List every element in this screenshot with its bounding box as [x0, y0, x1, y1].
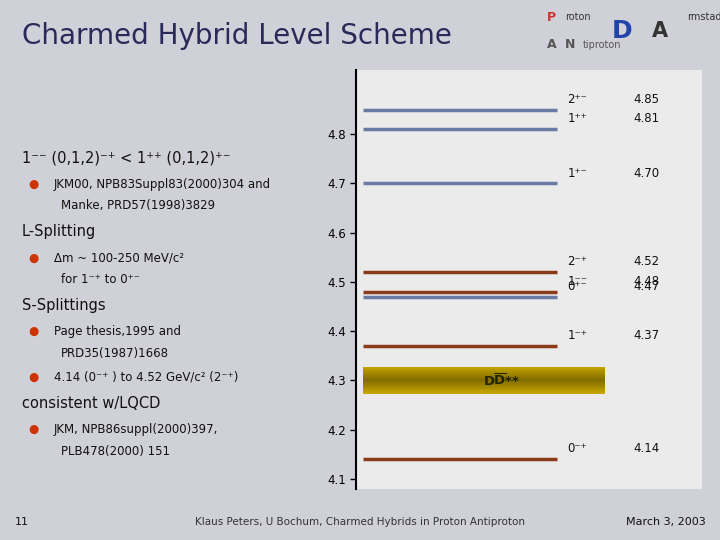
Bar: [364, 386, 606, 387]
Bar: [364, 367, 606, 368]
Text: D: D: [612, 19, 633, 43]
Text: 4.37: 4.37: [633, 329, 659, 342]
Text: Klaus Peters, U Bochum, Charmed Hybrids in Proton Antiproton: Klaus Peters, U Bochum, Charmed Hybrids …: [195, 517, 525, 526]
Text: tiproton: tiproton: [583, 40, 621, 50]
Text: consistent w/LQCD: consistent w/LQCD: [22, 396, 160, 411]
Text: rmstadt: rmstadt: [688, 12, 720, 22]
Bar: [364, 368, 606, 369]
Text: ●: ●: [29, 178, 39, 191]
Text: 4.85: 4.85: [633, 93, 659, 106]
Bar: [364, 383, 606, 384]
Text: ●: ●: [29, 371, 39, 384]
Text: 2⁻⁺: 2⁻⁺: [567, 255, 587, 268]
Text: March 3, 2003: March 3, 2003: [626, 517, 706, 526]
Text: PLB478(2000) 151: PLB478(2000) 151: [61, 444, 170, 458]
Bar: [364, 385, 606, 386]
Text: 4.81: 4.81: [633, 112, 659, 125]
Bar: [364, 393, 606, 394]
Bar: [364, 387, 606, 388]
Text: 0⁻⁺: 0⁻⁺: [567, 442, 587, 455]
Bar: [364, 370, 606, 372]
Bar: [364, 390, 606, 391]
Bar: [364, 369, 606, 370]
Text: ●: ●: [29, 423, 39, 436]
Bar: [364, 374, 606, 375]
Text: N: N: [565, 38, 575, 51]
Text: 4.70: 4.70: [633, 166, 659, 179]
Bar: [364, 382, 606, 383]
Text: JKM, NPB86suppl(2000)397,: JKM, NPB86suppl(2000)397,: [54, 423, 218, 436]
Text: 4.14: 4.14: [633, 442, 659, 455]
Bar: [364, 381, 606, 382]
Bar: [364, 388, 606, 389]
Text: P: P: [547, 11, 557, 24]
Text: 1⁻⁺: 1⁻⁺: [567, 329, 587, 342]
Text: A: A: [547, 38, 557, 51]
Text: for 1⁻⁺ to 0⁺⁻: for 1⁻⁺ to 0⁺⁻: [61, 273, 140, 286]
Text: ●: ●: [29, 252, 39, 265]
Text: A: A: [652, 21, 667, 41]
Text: Charmed Hybrid Level Scheme: Charmed Hybrid Level Scheme: [22, 22, 451, 50]
Bar: [364, 375, 606, 376]
Text: roton: roton: [565, 12, 591, 22]
Text: ●: ●: [29, 325, 39, 338]
Bar: [364, 384, 606, 385]
Text: JKM00, NPB83Suppl83(2000)304 and: JKM00, NPB83Suppl83(2000)304 and: [54, 178, 271, 191]
Bar: [364, 379, 606, 380]
Text: 1⁻⁻ (0,1,2)⁻⁺ < 1⁺⁺ (0,1,2)⁺⁻: 1⁻⁻ (0,1,2)⁻⁺ < 1⁺⁺ (0,1,2)⁺⁻: [22, 151, 230, 166]
Bar: [364, 373, 606, 374]
Bar: [364, 380, 606, 381]
Text: L-Splitting: L-Splitting: [22, 225, 96, 239]
Text: 1⁻⁻: 1⁻⁻: [567, 275, 588, 288]
Text: 2⁺⁻: 2⁺⁻: [567, 93, 587, 106]
Bar: [364, 376, 606, 377]
Text: PRD35(1987)1668: PRD35(1987)1668: [61, 347, 169, 360]
Bar: [364, 391, 606, 392]
Bar: [364, 372, 606, 373]
Text: 1⁺⁺: 1⁺⁺: [567, 112, 587, 125]
Text: Page thesis,1995 and: Page thesis,1995 and: [54, 325, 181, 338]
Text: 4.14 (0⁻⁺ ) to 4.52 GeV/c² (2⁻⁺): 4.14 (0⁻⁺ ) to 4.52 GeV/c² (2⁻⁺): [54, 371, 238, 384]
Bar: [364, 392, 606, 393]
Text: Δm ~ 100-250 MeV/c²: Δm ~ 100-250 MeV/c²: [54, 252, 184, 265]
Text: 4.47: 4.47: [633, 280, 659, 293]
Text: 11: 11: [14, 517, 28, 526]
Text: D$\mathregular{\overline{D}}$**: D$\mathregular{\overline{D}}$**: [483, 372, 521, 388]
Text: 4.48: 4.48: [633, 275, 659, 288]
Text: 1⁺⁻: 1⁺⁻: [567, 166, 587, 179]
Bar: [364, 377, 606, 379]
Text: S-Splittings: S-Splittings: [22, 298, 105, 313]
Text: Manke, PRD57(1998)3829: Manke, PRD57(1998)3829: [61, 199, 215, 212]
Text: 0⁺⁻: 0⁺⁻: [567, 280, 587, 293]
Bar: [364, 389, 606, 390]
Text: 4.52: 4.52: [633, 255, 659, 268]
